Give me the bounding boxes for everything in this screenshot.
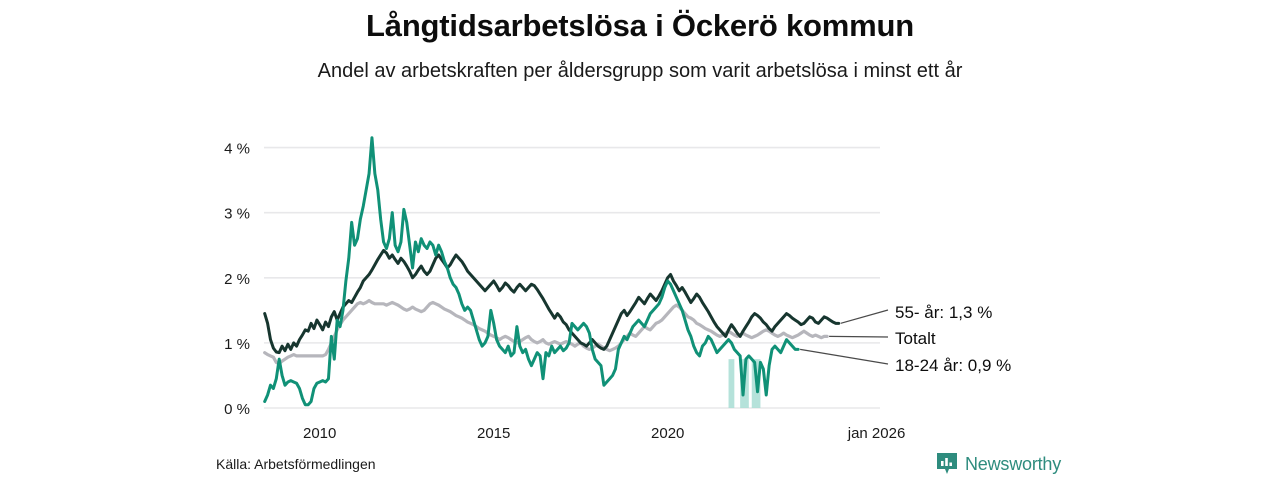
x-tick-label: 2015	[477, 425, 510, 442]
series-lines	[263, 136, 841, 407]
x-axis-tick-labels: 2010 2015 2020 jan 2026	[303, 425, 905, 442]
series-label-totalt: Totalt	[895, 329, 936, 348]
x-tick-label: jan 2026	[847, 425, 906, 442]
y-tick-label: 3 %	[224, 206, 250, 223]
source-note: Källa: Arbetsförmedlingen	[216, 456, 376, 472]
page-title: Långtidsarbetslösa i Öckerö kommun	[366, 8, 914, 43]
series-label-18-24-r: 18-24 år: 0,9 %	[895, 356, 1011, 375]
y-tick-label: 4 %	[224, 141, 250, 158]
brand-name: Newsworthy	[965, 453, 1062, 474]
series-label-55-r: 55- år: 1,3 %	[895, 303, 992, 322]
series-labels: 55- år: 1,3 % Totalt 18-24 år: 0,9 %	[895, 303, 1011, 375]
page-subtitle: Andel av arbetskraften per åldersgrupp s…	[317, 60, 963, 82]
brand-logo: Newsworthy	[936, 452, 1061, 476]
x-tick-label: 2020	[651, 425, 684, 442]
series-line	[263, 136, 800, 407]
leader-line	[840, 309, 889, 324]
series-leader-lines	[800, 309, 889, 365]
y-tick-label: 2 %	[224, 271, 250, 288]
gridlines	[264, 146, 880, 409]
bar-chart-icon	[936, 452, 958, 476]
y-axis-tick-labels: 0 % 1 % 2 % 3 % 4 %	[224, 141, 250, 418]
series-line	[263, 248, 841, 355]
uncertainty-band	[728, 359, 735, 408]
series-line	[263, 298, 829, 366]
x-tick-label: 2010	[303, 425, 336, 442]
y-tick-label: 0 %	[224, 401, 250, 418]
leader-line	[800, 348, 889, 365]
leader-line	[829, 335, 889, 338]
y-tick-label: 1 %	[224, 336, 250, 353]
